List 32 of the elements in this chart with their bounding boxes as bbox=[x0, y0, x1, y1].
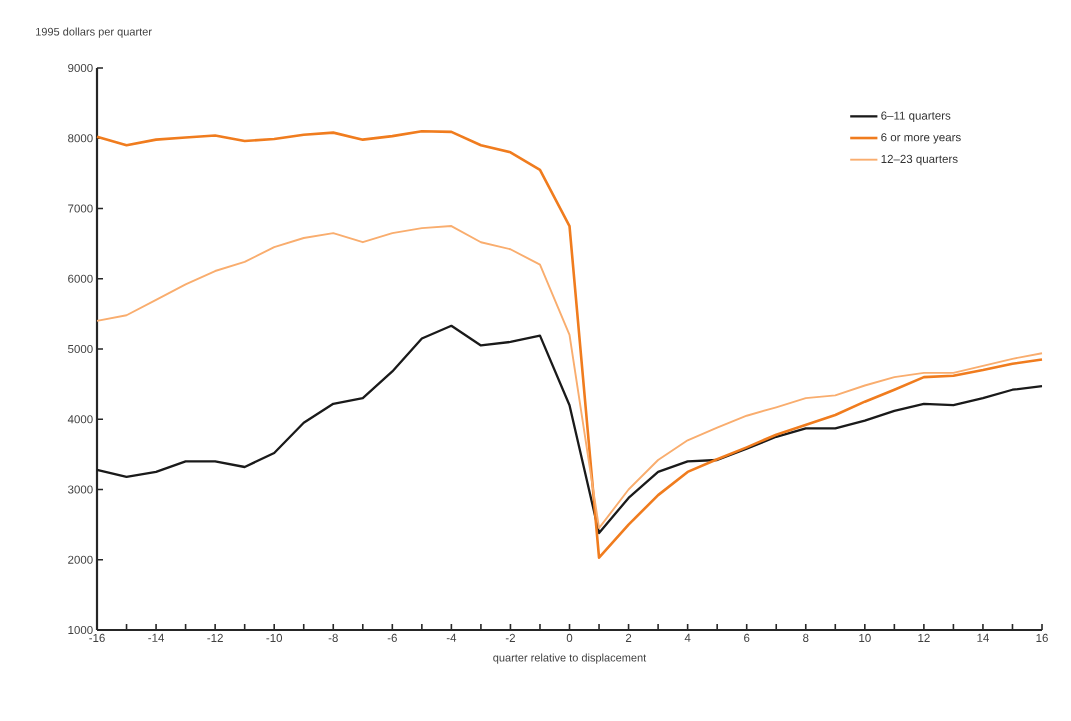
y-tick-label: 6000 bbox=[68, 274, 93, 283]
x-tick-label: -8 bbox=[328, 633, 338, 642]
y-tick-label: 4000 bbox=[67, 415, 93, 424]
x-tick-label: 16 bbox=[1036, 633, 1048, 642]
y-tick-label: 1000 bbox=[68, 625, 93, 635]
x-tick-label: 12 bbox=[918, 633, 930, 642]
x-tick-label: 10 bbox=[859, 633, 871, 642]
x-tick-label: 0 bbox=[566, 633, 573, 642]
x-tick-label: -10 bbox=[266, 633, 283, 642]
x-tick-label: 14 bbox=[977, 633, 990, 642]
y-tick-label: 7000 bbox=[68, 204, 93, 213]
x-tick-label: 2 bbox=[625, 633, 632, 642]
x-tick-label: -12 bbox=[207, 633, 223, 642]
legend-label: 12–23 quarters bbox=[881, 154, 958, 166]
x-tick-label: -2 bbox=[505, 633, 515, 642]
x-axis-title: quarter relative to displacement bbox=[493, 653, 647, 664]
x-tick-label: 6 bbox=[744, 633, 750, 642]
y-tick-label: 9000 bbox=[68, 63, 93, 73]
x-tick-label: -6 bbox=[387, 633, 397, 642]
y-axis-title: 1995 dollars per quarter bbox=[36, 27, 152, 38]
line-series bbox=[96, 225, 1043, 530]
legend-label: 6 or more years bbox=[881, 133, 961, 144]
x-tick-label: -14 bbox=[148, 633, 165, 642]
y-tick-label: 3000 bbox=[68, 485, 93, 494]
x-tick-label: 4 bbox=[684, 633, 691, 642]
legend-label: 6–11 quarters bbox=[881, 111, 951, 122]
x-tick-label: -16 bbox=[89, 633, 105, 642]
x-tick-label: 8 bbox=[803, 633, 809, 642]
y-tick-label: 2000 bbox=[68, 555, 93, 564]
y-tick-label: 8000 bbox=[68, 134, 93, 143]
y-tick-label: 5000 bbox=[68, 344, 93, 354]
x-tick-label: -4 bbox=[446, 633, 457, 642]
